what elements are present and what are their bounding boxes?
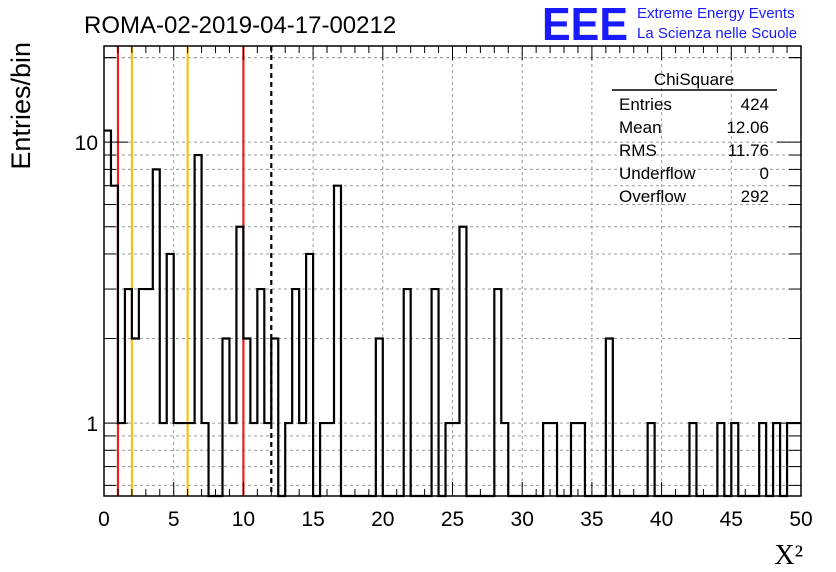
stats-label: Underflow — [619, 164, 696, 183]
y-tick-label: 10 — [75, 132, 98, 155]
stats-label: Overflow — [619, 187, 687, 206]
x-tick-label: 45 — [720, 508, 743, 531]
stats-value: 424 — [741, 95, 769, 114]
stats-rows: Entries 424 Mean 12.06 RMS 11.76 Underflow 0 Ove… — [619, 95, 769, 206]
x-tick-label: 15 — [301, 508, 324, 531]
x-tick-label: 0 — [98, 508, 110, 531]
x-tick-labels: 0 5 10 15 20 25 30 35 40 45 50 — [98, 508, 813, 531]
y-tick-label: 1 — [86, 413, 98, 436]
stats-value: 292 — [741, 187, 769, 206]
y-axis-title: Entries/bin — [6, 42, 36, 170]
logo-line-2: La Scienza nelle Scuole — [637, 25, 797, 42]
x-tick-label: 35 — [580, 508, 603, 531]
x-tick-label: 25 — [441, 508, 464, 531]
x-tick-label: 20 — [371, 508, 394, 531]
stats-value: 0 — [760, 164, 769, 183]
run-title: ROMA-02-2019-04-17-00212 — [84, 12, 396, 39]
stats-value: 12.06 — [726, 118, 769, 137]
x-tick-label: 40 — [650, 508, 673, 531]
axis-ticks — [103, 46, 802, 496]
stats-label: RMS — [619, 141, 657, 160]
eee-logo: EEE — [542, 0, 628, 50]
stats-label: Entries — [619, 95, 672, 114]
x-tick-label: 50 — [789, 508, 812, 531]
stats-label: Mean — [619, 118, 662, 137]
x-tick-label: 30 — [511, 508, 534, 531]
y-tick-labels: 1 10 — [75, 132, 98, 436]
x-axis-title: X² — [774, 540, 803, 571]
logo-line-1: Extreme Energy Events — [637, 5, 795, 22]
stats-value: 11.76 — [728, 141, 769, 160]
stats-box: ChiSquare Entries 424 Mean 12.06 RMS 11.76 Und… — [612, 70, 777, 206]
grid-lines — [104, 46, 801, 496]
x-tick-label: 10 — [232, 508, 255, 531]
stats-title: ChiSquare — [654, 70, 734, 89]
x-tick-label: 5 — [168, 508, 180, 531]
